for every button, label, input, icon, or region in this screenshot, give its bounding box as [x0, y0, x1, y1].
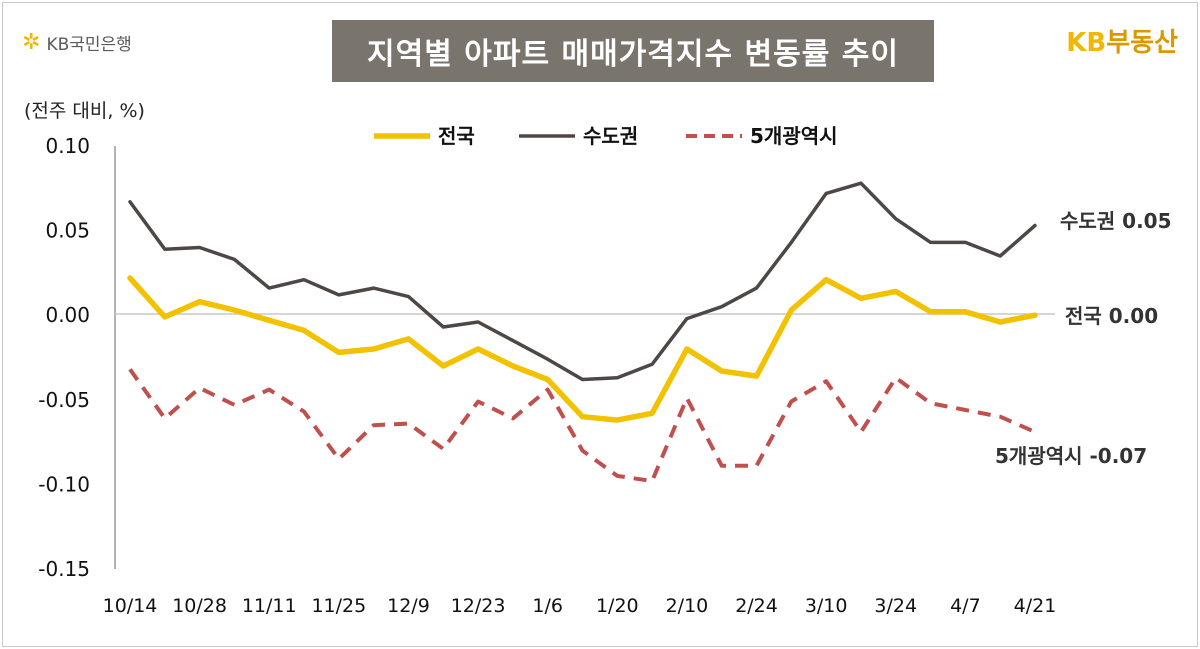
x-tick-label: 2/24: [735, 595, 778, 617]
x-tick-label: 11/11: [242, 595, 297, 617]
series-end-label: 수도권 0.05: [1060, 209, 1172, 233]
kb-land-logo: KB부동산: [1066, 22, 1178, 59]
series-end-label: 전국 0.00: [1065, 304, 1158, 328]
series-end-label: 5개광역시 -0.07: [995, 444, 1147, 468]
chart-title: 지역별 아파트 매매가격지수 변동률 추이: [367, 37, 899, 72]
chart-title-box: 지역별 아파트 매매가격지수 변동률 추이: [332, 20, 934, 82]
axes: [114, 146, 1055, 569]
kb-bank-logo: ✲ KB국민은행: [22, 30, 132, 55]
series-line-capital: [128, 181, 1037, 382]
x-tick-label: 11/25: [311, 595, 366, 617]
x-tick-label: 10/14: [103, 595, 158, 617]
kb-land-logo-kb: KB: [1066, 28, 1107, 58]
x-tick-label: 4/7: [950, 595, 981, 617]
y-tick-labels: 0.10 0.05 0.00 -0.05 -0.10 -0.15: [38, 134, 90, 581]
legend-label: 전국: [438, 124, 475, 148]
x-tick-label: 2/10: [666, 595, 709, 617]
x-tick-label: 4/21: [1014, 595, 1057, 617]
y-tick-label: -0.10: [38, 472, 90, 496]
x-tick-labels: 10/14 10/28 11/11 11/25 12/9 12/23 1/6 1/20 2/10…: [103, 595, 1057, 617]
y-tick-label: -0.15: [38, 557, 90, 581]
legend-label: 수도권: [583, 124, 638, 148]
y-tick-label: 0.10: [45, 134, 90, 158]
y-tick-label: 0.05: [45, 219, 90, 243]
x-tick-label: 1/6: [532, 595, 563, 617]
y-tick-label: -0.05: [38, 388, 90, 412]
x-tick-label: 12/23: [451, 595, 506, 617]
x-tick-label: 3/10: [805, 595, 848, 617]
legend: 전국 수도권 5개광역시: [374, 124, 838, 148]
legend-label: 5개광역시: [750, 124, 838, 148]
kb-star-icon: ✲: [22, 29, 41, 55]
series-lines: [127, 181, 1038, 483]
x-tick-label: 1/20: [596, 595, 639, 617]
series-line-national: [127, 275, 1038, 423]
kb-bank-logo-text: KB국민은행: [46, 35, 132, 55]
y-axis-unit-label: (전주 대비, %): [24, 100, 145, 122]
y-tick-label: 0.00: [45, 303, 90, 327]
x-tick-label: 3/24: [874, 595, 917, 617]
kb-land-logo-name: 부동산: [1106, 28, 1178, 58]
series-line-metro5: [128, 368, 1036, 483]
x-tick-label: 12/9: [387, 595, 430, 617]
end-labels: 전국 0.00 수도권 0.05 5개광역시 -0.07: [995, 209, 1172, 468]
x-tick-label: 10/28: [172, 595, 227, 617]
